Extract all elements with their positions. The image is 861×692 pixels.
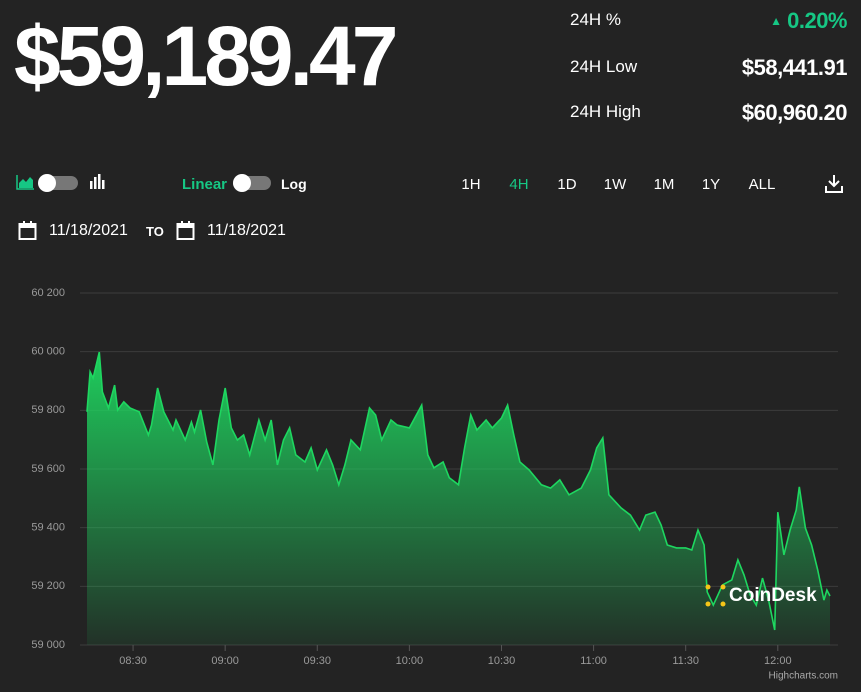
y-tick-label: 59 600 <box>31 463 65 475</box>
y-tick-label: 59 800 <box>31 404 65 416</box>
area-fill <box>87 352 830 645</box>
y-tick-label: 60 000 <box>31 346 65 358</box>
logo-dot <box>720 601 726 607</box>
stat-label: 24H Low <box>570 57 638 76</box>
logo-dot <box>705 601 711 607</box>
x-tick-label: 11:30 <box>672 655 699 667</box>
range-button[interactable]: 1W <box>603 176 627 193</box>
range-button[interactable]: 4H <box>509 176 529 193</box>
x-tick-label: 08:30 <box>119 655 147 667</box>
y-tick-label: 59 000 <box>31 639 65 651</box>
y-tick-label: 59 200 <box>31 580 65 592</box>
logo-dot <box>705 584 711 590</box>
date-to-label: TO <box>146 224 164 239</box>
x-tick-label: 10:00 <box>396 655 424 667</box>
scale-log[interactable]: Log <box>281 176 307 192</box>
scale-linear[interactable]: Linear <box>182 176 228 193</box>
date-from[interactable]: 11/18/2021 <box>49 222 128 239</box>
range-button[interactable]: 1M <box>653 176 675 193</box>
calendar-icon[interactable] <box>176 220 196 242</box>
stat-label: 24H % <box>570 10 622 29</box>
x-tick-label: 09:30 <box>304 655 332 667</box>
x-tick-label: 10:30 <box>488 655 516 667</box>
chart-type-toggle[interactable] <box>16 172 106 194</box>
range-button[interactable]: 1D <box>557 176 577 193</box>
stat-value: $60,960.20 <box>741 100 848 125</box>
price: $59,189.47 <box>14 9 398 103</box>
x-tick-label: 11:00 <box>580 655 607 667</box>
stat-value: ▲ 0.20% <box>770 8 847 33</box>
y-tick-label: 60 200 <box>31 287 65 299</box>
stat-value-text: 0.20% <box>787 8 847 33</box>
watermark <box>705 584 726 607</box>
range-button[interactable]: ALL <box>748 176 776 193</box>
logo-dot <box>720 584 726 590</box>
stat-value: $58,441.91 <box>741 55 848 80</box>
credit: Highcharts.com <box>769 671 838 682</box>
watermark-text: CoinDesk <box>729 585 817 606</box>
download-button[interactable] <box>824 174 846 194</box>
x-tick-label: 12:00 <box>764 655 792 667</box>
stat-label: 24H High <box>570 102 641 121</box>
range-button[interactable]: 1H <box>461 176 481 193</box>
scale-toggle[interactable] <box>231 172 273 194</box>
x-tick-label: 09:00 <box>211 655 239 667</box>
y-tick-label: 59 400 <box>31 522 65 534</box>
range-button[interactable]: 1Y <box>701 176 721 193</box>
date-to[interactable]: 11/18/2021 <box>207 222 286 239</box>
price-line <box>86 351 831 631</box>
calendar-icon[interactable] <box>18 220 38 242</box>
